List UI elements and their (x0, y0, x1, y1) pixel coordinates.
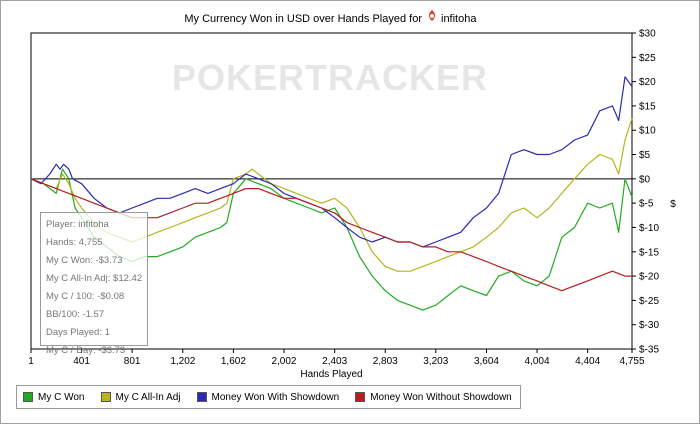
y-tick-label: $5 (639, 150, 651, 161)
chart-title-text: My Currency Won in USD over Hands Played… (184, 13, 422, 25)
info-my-c-won: My C Won: -$3.73 (46, 255, 123, 266)
legend-item-with-showdown[interactable]: Money Won With Showdown (196, 391, 340, 403)
plot-area (30, 32, 633, 350)
legend-swatch-red (355, 392, 366, 402)
y-tick-label: $30 (639, 29, 656, 40)
y-tick-label: $-35 (639, 345, 659, 356)
legend-swatch-green (23, 392, 33, 402)
x-tick-label: 4,004 (525, 356, 550, 367)
x-tick-label: 4,404 (575, 356, 600, 367)
x-tick-label: 2,403 (322, 356, 347, 367)
y-tick-label: $10 (639, 126, 656, 137)
x-axis-label: Hands Played (300, 369, 362, 380)
info-per-day: My C / Day: -$3.73 (46, 345, 126, 356)
info-bb-100: BB/100: -1.57 (46, 309, 105, 320)
y-tick-label: $-30 (639, 320, 659, 331)
y-axis: $30 $25 $20 $15 $10 $5 $0 $-5 $-10 $-15 $-20 $-25 $-… (632, 29, 659, 356)
y-tick-label: $15 (639, 101, 656, 112)
legend-label: My C All-In Adj (115, 391, 181, 403)
x-tick-label: 2,002 (271, 356, 296, 367)
legend-swatch-olive (100, 392, 111, 402)
y-tick-label: $0 (639, 174, 651, 185)
chart-title-player: infitoha (441, 13, 477, 25)
legend-label: Money Won With Showdown (211, 391, 340, 403)
y-tick-label: $25 (639, 53, 656, 64)
info-all-in-adj: My C All-In Adj: $12.42 (46, 273, 143, 284)
legend-label: My C Won (38, 391, 85, 403)
info-player: Player: infitoha (46, 219, 109, 230)
info-hands: Hands: 4,755 (46, 237, 103, 248)
pokertracker-logo-icon (428, 10, 436, 21)
x-axis: 1 401 801 1,202 1,602 2,002 2,403 2,803 3,203 3,6… (28, 349, 645, 367)
chart-legend: My C Won My C All-In Adj Money Won With … (16, 385, 521, 409)
legend-swatch-blue (196, 392, 207, 402)
chart-title: My Currency Won in USD over Hands Played… (184, 10, 477, 25)
y-tick-label: $-10 (639, 223, 659, 234)
legend-label: Money Won Without Showdown (370, 391, 512, 403)
x-tick-label: 3,604 (474, 356, 499, 367)
legend-item-all-in-adj[interactable]: My C All-In Adj (100, 391, 181, 403)
legend-item-my-c-won[interactable]: My C Won (23, 392, 85, 403)
stats-info-box: Player: infitoha Hands: 4,755 My C Won: … (40, 212, 148, 356)
y-tick-label: $-25 (639, 296, 659, 307)
legend-item-without-showdown[interactable]: Money Won Without Showdown (355, 392, 512, 403)
x-tick-label: 1,202 (170, 356, 195, 367)
info-per-100: My C / 100: -$0.08 (46, 291, 125, 302)
x-tick-label: 3,203 (423, 356, 448, 367)
y-tick-label: $-20 (639, 272, 659, 283)
x-tick-label: 1,602 (221, 356, 246, 367)
watermark: POKERTRACKER (172, 57, 488, 98)
info-days-played: Days Played: 1 (46, 327, 110, 338)
y-tick-label: $-5 (639, 199, 654, 210)
y-tick-label: $20 (639, 77, 656, 88)
y-axis-label: $ (670, 199, 676, 210)
x-tick-label: 2,803 (373, 356, 398, 367)
x-tick-label: 1 (28, 356, 34, 367)
x-tick-label: 801 (124, 356, 141, 367)
y-tick-label: $-15 (639, 247, 659, 258)
x-tick-label: 4,755 (619, 356, 644, 367)
x-tick-label: 401 (73, 356, 90, 367)
